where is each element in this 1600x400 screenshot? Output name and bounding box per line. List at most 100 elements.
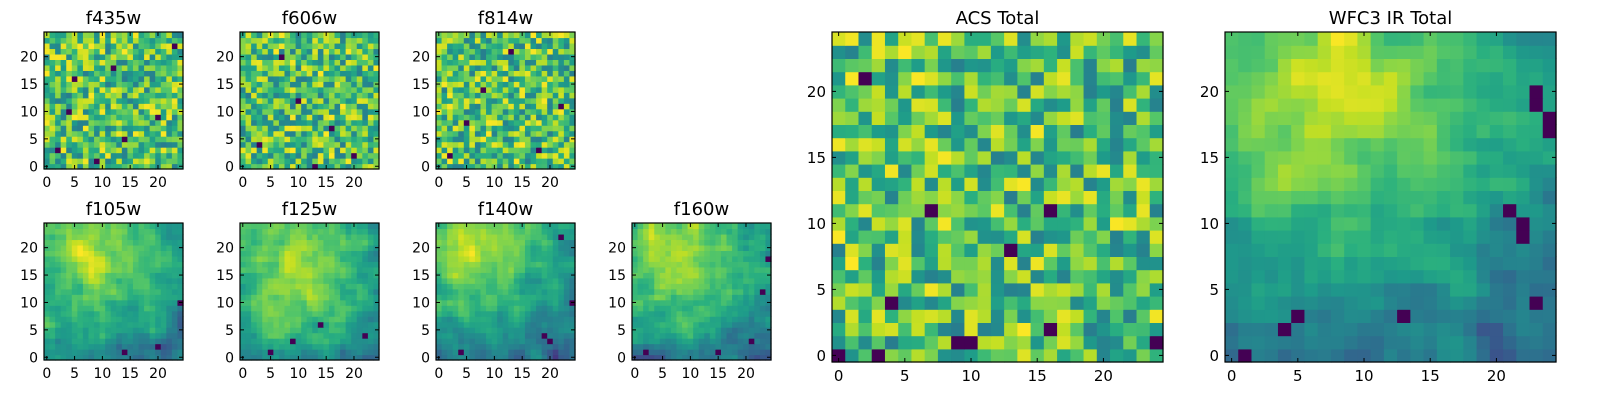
- heatmap-cell: [88, 233, 95, 241]
- x-tick-label: 20: [737, 366, 755, 382]
- heatmap-cell: [323, 81, 330, 88]
- heatmap-cell: [1110, 256, 1124, 271]
- heatmap-cell: [665, 321, 672, 328]
- heatmap-cell: [312, 103, 319, 110]
- heatmap-cell: [502, 147, 509, 154]
- heatmap-cell: [105, 125, 112, 132]
- heatmap-cell: [547, 130, 554, 137]
- heatmap-cell: [541, 250, 548, 257]
- heatmap-cell: [508, 321, 515, 328]
- heatmap-cell: [732, 316, 739, 323]
- heatmap-cell: [1043, 269, 1058, 284]
- heatmap-cell: [144, 75, 151, 82]
- heatmap-cell: [937, 177, 952, 191]
- heatmap-cell: [317, 316, 324, 323]
- heatmap-cell: [99, 288, 106, 295]
- heatmap-cell: [149, 305, 156, 312]
- heatmap-cell: [284, 321, 291, 328]
- heatmap-cell: [328, 223, 336, 230]
- heatmap-cell: [732, 228, 739, 235]
- heatmap-cell: [759, 272, 767, 279]
- heatmap-cell: [447, 327, 454, 334]
- heatmap-cell: [632, 288, 639, 295]
- heatmap-cell: [441, 59, 448, 66]
- heatmap-cell: [474, 223, 482, 230]
- heatmap-cell: [670, 354, 678, 361]
- heatmap-cell: [552, 272, 559, 279]
- heatmap-cell: [262, 92, 269, 99]
- heatmap-cell: [256, 119, 263, 126]
- heatmap-cell: [541, 272, 548, 279]
- heatmap-cell: [491, 86, 498, 93]
- heatmap-cell: [558, 294, 565, 301]
- heatmap-cell: [458, 158, 465, 165]
- heatmap-cell: [447, 32, 454, 39]
- heatmap-cell: [530, 158, 537, 165]
- heatmap-cell: [474, 152, 482, 159]
- heatmap-cell: [1096, 309, 1111, 323]
- heatmap-cell: [88, 32, 95, 39]
- heatmap-cell: [502, 294, 509, 301]
- heatmap-cell: [513, 283, 520, 290]
- heatmap-cell: [508, 163, 515, 170]
- heatmap-cell: [447, 141, 454, 148]
- heatmap-cell: [278, 97, 286, 104]
- heatmap-cell: [273, 92, 280, 99]
- heatmap-cell: [105, 349, 112, 356]
- heatmap-cell: [88, 228, 95, 235]
- heatmap-cell: [502, 42, 509, 50]
- heatmap-cell: [1096, 216, 1111, 231]
- heatmap-cell: [144, 163, 151, 170]
- heatmap-cell: [530, 37, 537, 44]
- heatmap-cell: [306, 37, 313, 44]
- heatmap-cell: [262, 70, 269, 77]
- heatmap-cell: [452, 136, 459, 143]
- heatmap-cell: [748, 261, 755, 268]
- heatmap-cell: [166, 343, 173, 350]
- heatmap-cell: [278, 114, 286, 121]
- heatmap-cell: [284, 255, 291, 262]
- heatmap-cell: [726, 349, 733, 356]
- heatmap-cell: [441, 163, 448, 170]
- heatmap-cell: [138, 147, 145, 154]
- heatmap-cell: [66, 261, 73, 268]
- heatmap-cell: [138, 233, 145, 241]
- heatmap-cell: [295, 250, 302, 257]
- heatmap-cell: [951, 230, 965, 244]
- heatmap-cell: [458, 59, 465, 66]
- heatmap-cell: [138, 32, 145, 39]
- heatmap-cell: [356, 158, 363, 165]
- heatmap-cell: [60, 349, 67, 356]
- heatmap-cell: [44, 92, 51, 99]
- heatmap-cell: [116, 32, 123, 39]
- heatmap-cell: [486, 48, 493, 55]
- heatmap-cell: [536, 81, 543, 88]
- heatmap-cell: [748, 244, 755, 251]
- heatmap-cell: [530, 343, 537, 350]
- heatmap-cell: [541, 147, 548, 154]
- heatmap-cell: [245, 349, 252, 356]
- heatmap-cell: [71, 92, 78, 99]
- heatmap-cell: [367, 255, 375, 262]
- heatmap-cell: [160, 255, 167, 262]
- heatmap-cell: [524, 332, 532, 339]
- heatmap-cell: [845, 216, 860, 231]
- heatmap-cell: [552, 228, 559, 235]
- heatmap-cell: [290, 158, 297, 165]
- heatmap-cell: [284, 70, 291, 77]
- heatmap-cell: [356, 305, 363, 312]
- heatmap-cell: [1004, 230, 1018, 244]
- heatmap-cell: [474, 108, 482, 115]
- heatmap-cell: [726, 261, 733, 268]
- heatmap-cell: [1043, 256, 1058, 271]
- heatmap-cell: [245, 343, 252, 350]
- heatmap-cell: [71, 283, 78, 290]
- heatmap-cell: [552, 81, 559, 88]
- heatmap-cell: [66, 349, 73, 356]
- heatmap-cell: [911, 150, 926, 165]
- heatmap-cell: [295, 114, 302, 121]
- heatmap-cell: [110, 310, 117, 317]
- heatmap-cell: [312, 305, 319, 312]
- heatmap-cell: [732, 332, 739, 339]
- heatmap-cell: [648, 239, 655, 246]
